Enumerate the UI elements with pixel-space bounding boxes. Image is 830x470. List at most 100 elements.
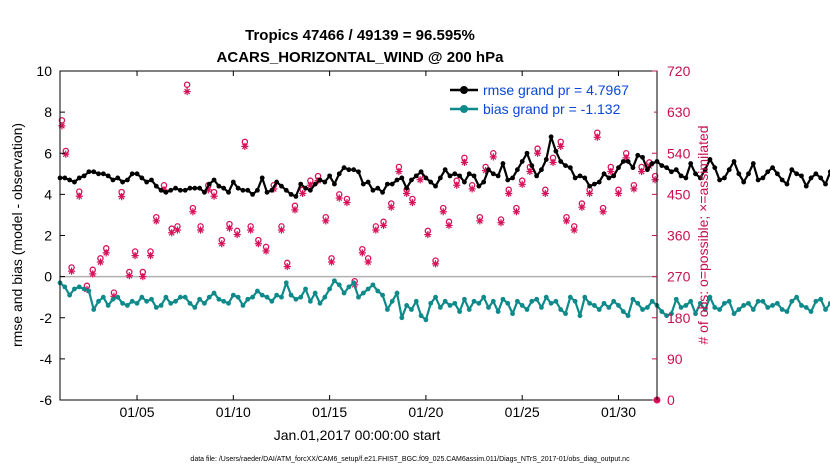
rmse-point (644, 167, 650, 173)
bias-point (356, 294, 361, 300)
y-right-tick-label: 450 (667, 186, 691, 202)
bias-point (572, 298, 578, 304)
bias-point (317, 300, 323, 306)
obs-assimilated-stroke (388, 204, 395, 211)
bias-point (259, 292, 265, 298)
obs-assimilated-stroke (446, 222, 452, 229)
obs-possible-point (183, 81, 191, 88)
obs-assimilated-stroke (147, 252, 154, 259)
rmse-point (442, 167, 448, 173)
bias-point (346, 284, 352, 290)
rmse-point (312, 181, 318, 187)
obs-assimilated-stroke (278, 227, 285, 233)
obs-assimilated-stroke (174, 227, 181, 233)
bias-point (808, 309, 814, 314)
rmse-point (240, 187, 246, 193)
bias-point (539, 305, 544, 310)
bias-point (149, 296, 154, 302)
bias-point (144, 298, 150, 304)
obs-assimilated-point (131, 252, 139, 260)
rmse-point (567, 165, 573, 171)
obs-assimilated-stroke (126, 272, 133, 279)
bias-point (384, 307, 390, 312)
bias-point (413, 298, 419, 304)
x-tick-label: 01/05 (120, 404, 155, 420)
bias-point (230, 292, 236, 298)
rmse-point (303, 185, 308, 191)
bias-point (240, 303, 246, 308)
rmse-point (182, 187, 188, 193)
rmse-point (495, 173, 501, 179)
bias-point (288, 292, 294, 298)
rmse-point (192, 185, 198, 191)
y-right-axis-label: # of obs: o=possible; ×=assimilated (695, 125, 711, 344)
bias-point (457, 309, 463, 314)
obs-assimilated-point (599, 208, 607, 216)
rmse-point (625, 159, 631, 164)
bias-point (394, 290, 400, 296)
bias-point (293, 296, 299, 302)
rmse-point (702, 167, 708, 173)
obs-assimilated-point (89, 270, 97, 278)
bias-point (486, 305, 491, 310)
obs-assimilated-stroke (440, 208, 447, 215)
rmse-point (307, 187, 313, 193)
y-right-tick-label: 630 (667, 104, 691, 120)
obs-assimilated-stroke (557, 143, 564, 150)
obs-assimilated-point (424, 230, 432, 239)
obs-assimilated-stroke (197, 227, 204, 233)
rmse-point (620, 159, 626, 164)
rmse-point (750, 161, 756, 166)
obs-assimilated-point (299, 189, 307, 198)
bias-point (129, 298, 135, 304)
rmse-point (404, 185, 410, 191)
rmse-point (264, 189, 270, 195)
rmse-point (110, 177, 116, 183)
obs-assimilated-stroke (395, 168, 402, 175)
rmse-point (245, 187, 251, 193)
obs-assimilated-point (233, 230, 241, 239)
obs-assimilated-point (75, 192, 83, 200)
rmse-point (789, 167, 795, 173)
bias-point (784, 309, 790, 314)
rmse-point (649, 161, 655, 166)
rmse-point (173, 185, 178, 191)
rmse-point (596, 179, 602, 185)
bias-point (404, 303, 410, 308)
obs-assimilated-point (497, 219, 505, 227)
rmse-point (394, 177, 400, 183)
rmse-point (399, 175, 405, 181)
y-tick-label: 0 (44, 269, 52, 285)
rmse-point (683, 175, 689, 181)
rmse-point (722, 175, 727, 181)
rmse-point (457, 173, 463, 179)
bias-point (592, 303, 597, 308)
obs-assimilated-stroke (132, 252, 139, 259)
obs-assimilated-point (526, 167, 534, 176)
rmse-point (466, 171, 472, 177)
bias-point (693, 311, 698, 317)
rmse-point (365, 179, 371, 185)
bias-point (659, 309, 665, 314)
bias-point (746, 300, 751, 306)
rmse-point (235, 185, 241, 191)
rmse-point (476, 183, 482, 189)
obs-assimilated-stroke (432, 260, 439, 267)
rmse-point (389, 181, 395, 187)
bias-point (625, 313, 631, 319)
rmse-point (659, 163, 665, 168)
rmse-point (134, 171, 140, 177)
bias-point (799, 303, 804, 308)
bias-point (283, 280, 289, 286)
rmse-point (726, 167, 732, 173)
bias-point (606, 305, 612, 310)
rmse-point (707, 157, 713, 162)
bias-point (192, 305, 198, 310)
bias-point (616, 303, 621, 308)
bias-point (697, 300, 703, 306)
bias-point (803, 305, 809, 310)
bias-point (96, 298, 101, 304)
obs-assimilated-stroke (630, 185, 637, 192)
obs-assimilated-stroke (380, 222, 387, 229)
rmse-point (717, 177, 722, 183)
